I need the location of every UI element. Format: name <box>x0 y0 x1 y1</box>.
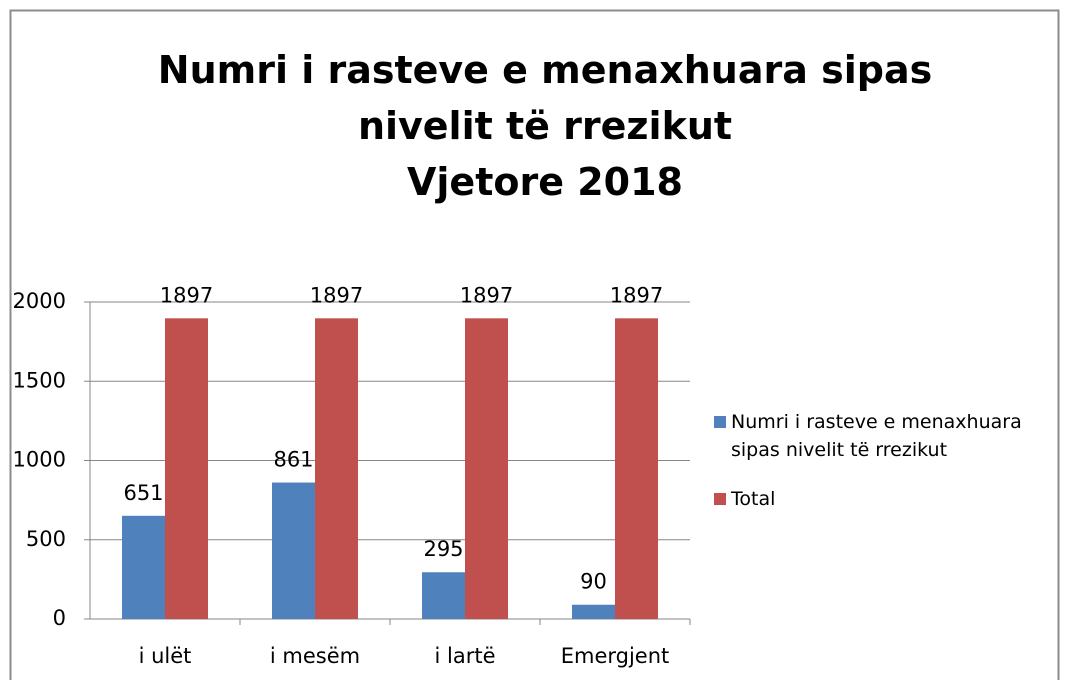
y-tick-label: 0 <box>53 606 66 630</box>
data-label: 1897 <box>610 283 663 307</box>
bar <box>165 318 208 619</box>
bar <box>615 318 658 619</box>
data-label: 651 <box>123 481 163 505</box>
legend-label: Numri i rasteve e menaxhuara sipas nivel… <box>731 411 1022 461</box>
bar <box>465 318 508 619</box>
chart-border <box>9 9 1060 680</box>
bar <box>122 515 165 619</box>
bar <box>272 482 315 619</box>
legend-label: Total <box>731 488 776 510</box>
chart-title: Numri i rasteve e menaxhuara sipas nivel… <box>157 48 933 148</box>
x-tick-label: i lartë <box>434 644 495 668</box>
data-label: 1897 <box>310 283 363 307</box>
x-tick-label: i ulët <box>139 644 192 668</box>
y-tick-label: 2000 <box>13 289 66 313</box>
x-tick-label: i mesëm <box>270 644 360 668</box>
data-label: 1897 <box>160 283 213 307</box>
chart-subtitle: Vjetore 2018 <box>407 160 683 204</box>
y-tick-label: 1500 <box>13 368 66 392</box>
legend-swatch <box>714 416 726 428</box>
x-tick-label: Emergjent <box>561 644 670 668</box>
bar <box>315 318 358 619</box>
y-tick-label: 500 <box>26 527 66 551</box>
bar <box>422 572 465 619</box>
data-label: 90 <box>580 570 607 594</box>
data-label: 861 <box>273 448 313 472</box>
data-label: 1897 <box>460 283 513 307</box>
data-label: 295 <box>423 537 463 561</box>
bar <box>572 604 615 619</box>
y-tick-label: 1000 <box>13 448 66 472</box>
legend-swatch <box>714 493 726 505</box>
